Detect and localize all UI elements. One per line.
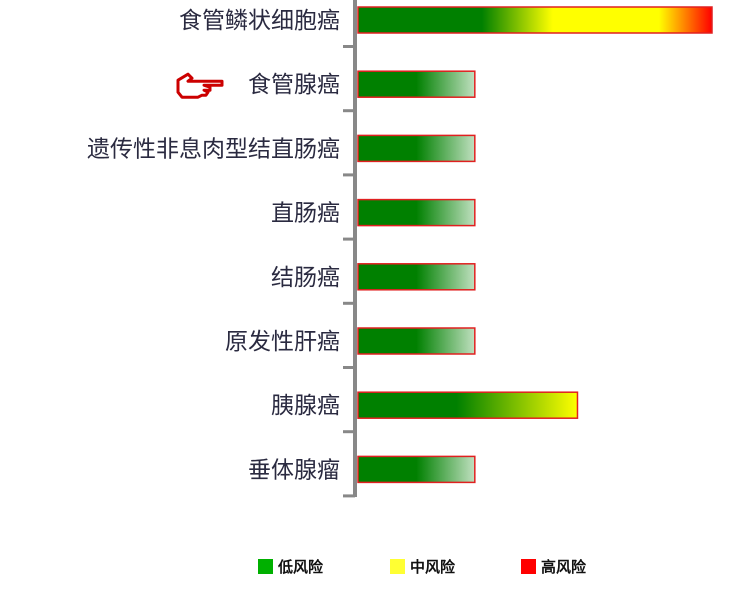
category-label: 胰腺癌 <box>271 393 340 419</box>
y-axis-tick <box>343 301 355 305</box>
bar <box>357 327 476 355</box>
y-axis-tick <box>343 109 355 113</box>
category-label: 垂体腺瘤 <box>248 457 340 483</box>
category-label: 食管鳞状细胞癌 <box>179 8 340 34</box>
legend-item-medium: 中风险 <box>390 556 455 577</box>
legend-swatch-medium <box>390 559 405 574</box>
y-axis-tick <box>343 366 355 369</box>
category-label: 直肠癌 <box>271 201 340 227</box>
category-label: 结肠癌 <box>271 265 340 291</box>
legend-item-high: 高风险 <box>521 556 586 577</box>
bar <box>357 70 476 98</box>
bar <box>357 198 476 227</box>
pointing-hand-icon <box>176 72 224 99</box>
y-axis-tick <box>343 237 355 241</box>
legend-swatch-high <box>521 559 536 574</box>
legend-label-high: 高风险 <box>541 558 587 576</box>
legend-item-low: 低风险 <box>258 556 323 577</box>
category-label: 遗传性非息肉型结直肠癌 <box>87 136 340 162</box>
legend-label-medium: 中风险 <box>410 558 456 576</box>
category-label: 食管腺癌 <box>248 72 340 98</box>
bar <box>357 134 476 163</box>
y-axis-line <box>353 0 357 497</box>
y-axis-tick <box>343 494 355 498</box>
y-axis-tick <box>343 45 355 48</box>
bar <box>357 263 476 291</box>
y-axis-tick <box>343 173 355 177</box>
legend-label-low: 低风险 <box>278 558 324 576</box>
y-axis-tick <box>343 430 355 434</box>
bar <box>357 6 713 34</box>
category-label: 原发性肝癌 <box>225 329 340 355</box>
bar <box>357 391 579 419</box>
bar <box>357 455 476 484</box>
legend-swatch-low <box>258 559 273 574</box>
